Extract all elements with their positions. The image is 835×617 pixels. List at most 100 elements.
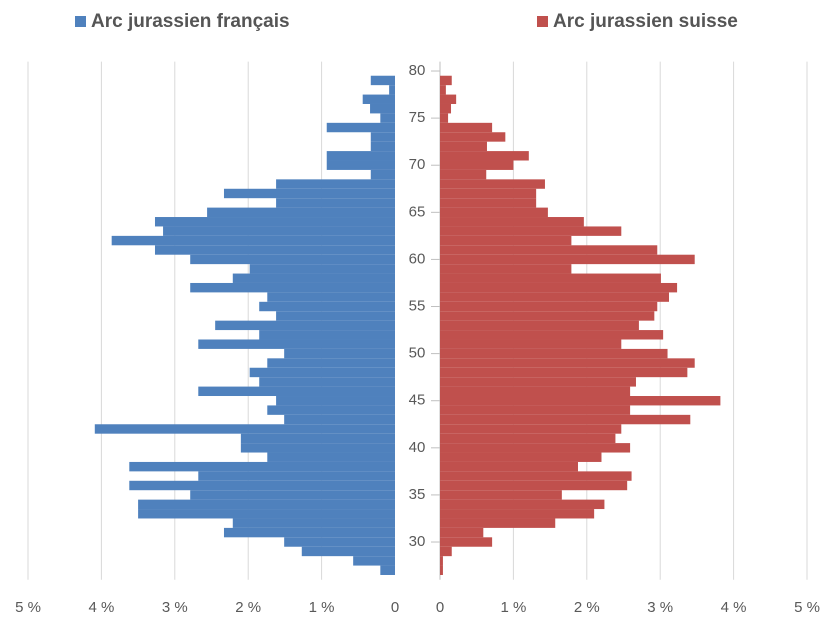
bar	[198, 339, 395, 349]
y-tick-label: 70	[409, 156, 426, 173]
bar	[301, 546, 395, 557]
legend-label: Arc jurassien suisse	[553, 11, 738, 32]
bar	[370, 132, 395, 142]
y-tick-label: 80	[409, 62, 426, 79]
bar	[440, 471, 632, 481]
bar	[232, 273, 395, 283]
x-tick-label: 0	[436, 599, 444, 616]
bar	[440, 245, 658, 255]
bar	[232, 518, 395, 528]
bar	[440, 226, 622, 236]
bar	[440, 179, 545, 189]
bar	[440, 217, 584, 227]
bar	[389, 85, 395, 95]
bar	[440, 537, 493, 547]
x-tick-label: 4 %	[721, 599, 747, 616]
x-tick-label: 1 %	[500, 599, 526, 616]
bar	[276, 179, 395, 189]
bar	[440, 358, 695, 368]
bar	[440, 527, 484, 538]
bar	[138, 499, 395, 510]
x-tick-label: 4 %	[88, 599, 114, 616]
bar	[353, 556, 395, 566]
bar	[284, 414, 395, 425]
bar	[440, 188, 537, 199]
bar	[440, 282, 678, 293]
bar	[198, 471, 395, 481]
bar	[440, 461, 578, 472]
bar	[440, 348, 668, 359]
bar	[440, 141, 487, 152]
bar	[370, 75, 395, 86]
bar	[223, 188, 395, 199]
bar	[440, 386, 631, 397]
bar	[440, 499, 605, 510]
bar	[267, 358, 395, 368]
y-tick-label: 45	[409, 392, 426, 409]
x-tick-label: 3 %	[162, 599, 188, 616]
bar	[440, 320, 639, 331]
bar	[138, 509, 395, 519]
bar	[440, 207, 548, 218]
bar	[440, 339, 622, 349]
bar	[440, 301, 658, 312]
bar	[440, 443, 631, 453]
legend-swatch	[537, 16, 548, 27]
bar	[440, 433, 616, 444]
x-tick-label: 5 %	[15, 599, 41, 616]
bar	[440, 273, 661, 283]
bar	[326, 122, 395, 133]
bar	[440, 85, 446, 95]
bar	[362, 94, 395, 104]
bar	[440, 556, 443, 566]
x-tick-label: 5 %	[794, 599, 820, 616]
bar	[440, 490, 562, 500]
bar	[284, 537, 395, 547]
bar	[284, 348, 395, 359]
bar	[276, 198, 395, 208]
bar	[190, 254, 395, 265]
bar	[440, 94, 457, 104]
bar	[259, 330, 395, 340]
bar	[440, 254, 695, 265]
bar	[249, 264, 395, 274]
bar	[129, 480, 396, 491]
bar	[370, 103, 395, 114]
bar	[259, 301, 395, 312]
bar	[267, 405, 395, 415]
bar	[267, 452, 395, 462]
bar	[440, 103, 452, 114]
bar	[326, 160, 395, 170]
bar	[440, 414, 691, 425]
bar	[440, 518, 556, 528]
x-tick-label: 1 %	[309, 599, 335, 616]
y-tick-label: 50	[409, 345, 426, 362]
bar	[440, 169, 487, 180]
bar	[163, 226, 395, 236]
bar	[440, 311, 655, 321]
bar	[240, 433, 395, 444]
y-tick-label: 60	[409, 250, 426, 267]
bar	[215, 320, 395, 331]
bar	[440, 452, 602, 462]
y-tick-label: 30	[409, 533, 426, 550]
bar	[129, 461, 396, 472]
bar	[440, 405, 631, 415]
y-tick-label: 35	[409, 486, 426, 503]
bar	[440, 546, 452, 557]
bar	[440, 264, 572, 274]
bar	[249, 367, 395, 378]
bar	[440, 509, 595, 519]
bar	[190, 282, 395, 293]
bar	[276, 311, 395, 321]
bar	[207, 207, 395, 218]
bar	[440, 160, 514, 170]
bar	[223, 527, 395, 538]
legend-label: Arc jurassien français	[91, 11, 290, 32]
bar	[440, 113, 449, 123]
bar	[440, 480, 628, 491]
bar	[111, 235, 396, 246]
bar	[370, 141, 395, 152]
bar	[440, 132, 506, 142]
